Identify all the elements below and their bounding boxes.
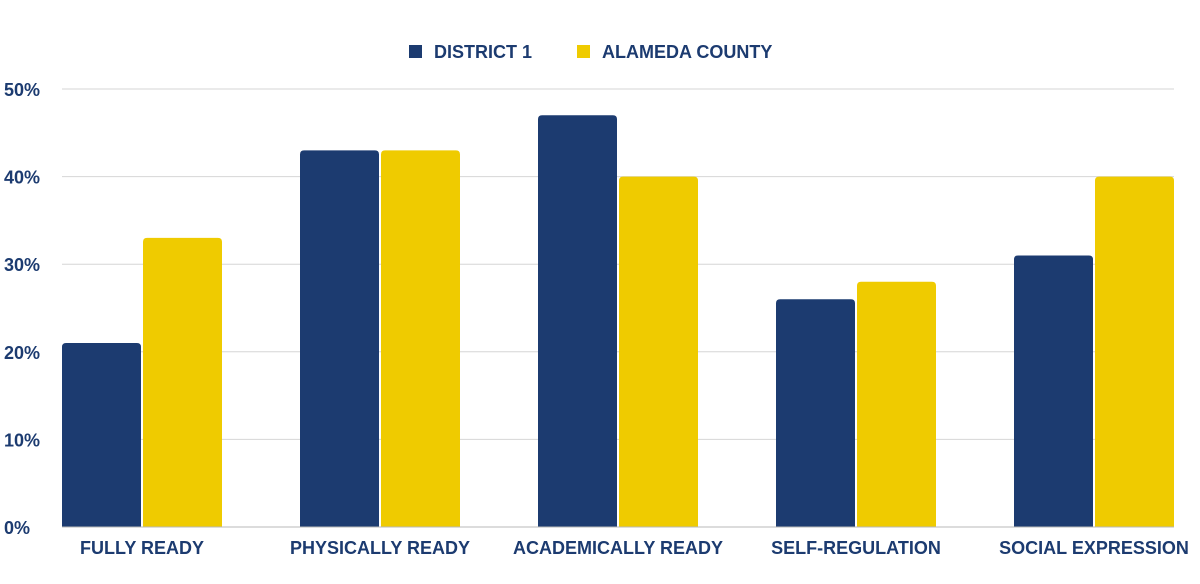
y-tick-label: 50%	[4, 80, 40, 100]
y-tick-label: 40%	[4, 168, 40, 188]
x-axis-labels: FULLY READY PHYSICALLY READY ACADEMICALLY …	[80, 538, 1189, 558]
legend: DISTRICT 1 ALAMEDA COUNTY	[409, 42, 772, 62]
bar-alameda-county-physically-ready	[381, 150, 460, 527]
bar-alameda-county-academically-ready	[619, 176, 698, 527]
bar-district-1-physically-ready	[300, 150, 379, 527]
legend-label-district-1: DISTRICT 1	[434, 42, 532, 62]
y-tick-label: 10%	[4, 430, 40, 450]
bars	[62, 115, 1174, 528]
x-category-label: PHYSICALLY READY	[290, 538, 470, 558]
bar-district-1-social-expression	[1014, 255, 1093, 527]
bar-alameda-county-fully-ready	[143, 237, 222, 528]
bar-alameda-county-social-expression	[1095, 176, 1174, 527]
legend-label-alameda-county: ALAMEDA COUNTY	[602, 42, 772, 62]
y-tick-label: 20%	[4, 343, 40, 363]
legend-swatch-district-1	[409, 45, 422, 58]
gridlines	[62, 88, 1174, 440]
y-tick-label: 30%	[4, 255, 40, 275]
legend-swatch-alameda-county	[577, 45, 590, 58]
bar-district-1-self-regulation	[776, 299, 855, 527]
bar-district-1-fully-ready	[62, 343, 141, 527]
y-axis-labels: 0% 10% 20% 30% 40% 50%	[4, 80, 40, 538]
x-category-label: SOCIAL EXPRESSION	[999, 538, 1189, 558]
bar-alameda-county-self-regulation	[857, 281, 936, 527]
x-category-label: ACADEMICALLY READY	[513, 538, 723, 558]
x-category-label: SELF-REGULATION	[771, 538, 941, 558]
y-tick-label: 0%	[4, 518, 30, 538]
x-category-label: FULLY READY	[80, 538, 204, 558]
bar-district-1-academically-ready	[538, 115, 617, 527]
